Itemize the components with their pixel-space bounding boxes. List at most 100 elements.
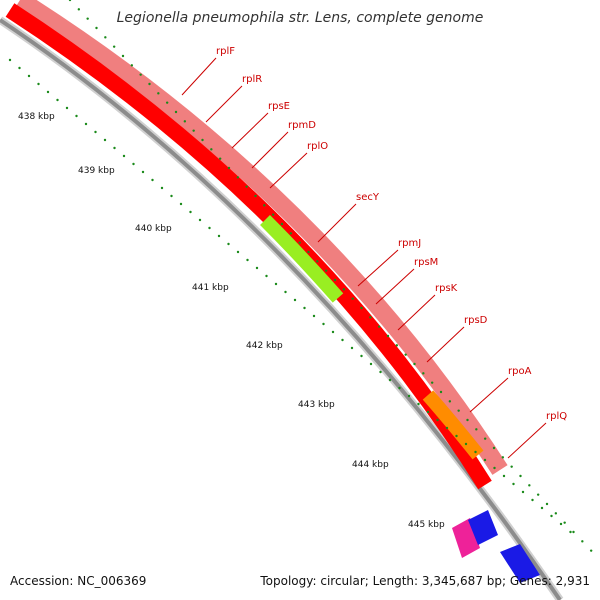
gene-blue-block-1 [468,510,498,545]
tick-dot [303,306,306,310]
tick-dot [170,194,173,198]
tick-dot [151,178,154,182]
tick-dot [160,186,164,190]
gene-label: rpsK [435,283,458,294]
tick-dot [589,549,593,552]
tick-dot [554,512,558,515]
tick-dot [312,314,316,318]
tick-dot [56,98,59,102]
tick-dot [271,213,275,216]
tick-label: 440 kbp [135,224,172,234]
tick-dot [386,334,390,338]
tick-dot [255,266,259,270]
tick-dot [322,322,325,326]
tick-dot [139,73,142,76]
tick-dot [545,502,549,506]
tick-dot [430,381,434,384]
tick-dot [464,442,468,446]
tick-dot [95,26,98,30]
tick-dot [210,148,213,151]
tick-dot [132,162,135,166]
tick-dot [413,362,416,366]
tick-dot [122,154,126,158]
tick-dot [457,409,460,412]
tick-dot [316,260,319,263]
tick-dot [280,222,284,226]
tick-dot [360,354,363,358]
tick-dot [474,450,477,454]
tick-dot [27,74,31,78]
tick-dot [265,274,268,278]
tick-dot [407,394,411,398]
tick-dot [148,82,151,86]
tick-dot [245,185,248,188]
tick-dot [201,138,204,142]
tick-dot [284,290,287,294]
tick-dot [350,346,354,350]
accession-label: Accession: NC_006369 [10,574,147,588]
tick-dot [130,64,134,67]
tick-dot [540,506,544,510]
tick-dot [559,522,563,526]
tick-dot [404,353,407,356]
tick-dot [475,428,478,431]
tick-dot [521,490,525,494]
tick-label: 444 kbp [352,460,389,470]
gene-leader-line [205,85,243,123]
tick-dot [263,204,266,207]
tick-dot [341,338,344,342]
tick-dot [528,484,531,487]
tick-dot [369,316,372,319]
backbone [0,18,562,600]
tick-dot [388,378,392,382]
tick-dot [75,114,78,118]
tick-dot [8,58,12,62]
tick-dot [563,521,566,524]
tick-dot [512,482,515,486]
tick-dot [439,390,443,394]
tick-dot [254,194,257,198]
tick-dot [84,122,88,126]
tick-dot [104,36,107,39]
tick-dot [483,458,487,462]
tick-dot [189,210,192,214]
tick-dot [510,465,513,468]
tick-label: 441 kbp [192,283,229,293]
gene-label: rplO [307,141,329,152]
tick-dot [65,106,69,110]
tick-dot [436,418,439,422]
gene-leader-line [269,152,308,189]
tick-dot [179,202,183,206]
gene-label: rpmJ [398,238,422,249]
tick-dot [227,242,230,246]
tick-dot [218,157,222,160]
tick-dot [37,82,40,86]
gene-label: rplR [242,74,263,85]
tick-dot [112,45,116,48]
tick-dot [46,90,50,94]
tick-dot [192,129,195,132]
tick-dot [360,306,363,310]
tick-dot [18,66,21,70]
gene-leader-line [317,203,357,243]
tick-dot [208,226,211,230]
tick-dot [492,446,496,450]
tick-label: 445 kbp [408,520,445,530]
tick-dot [466,418,469,422]
tick-dot [426,410,430,414]
gene-rpoA-segment [422,390,484,460]
tick-dot [86,17,89,20]
tick-dot [377,325,381,328]
tick-dot [331,330,335,334]
gene-leader-line [469,377,509,413]
tick-dot [165,101,169,104]
tick-dot [550,514,553,518]
tick-dot [581,540,584,543]
tick-dot [227,166,231,170]
gene-label: rplF [216,46,235,57]
tick-dot [379,370,382,374]
tick-dot [77,8,81,11]
gene-label: rpoA [508,366,532,377]
gene-label: secY [356,192,379,203]
